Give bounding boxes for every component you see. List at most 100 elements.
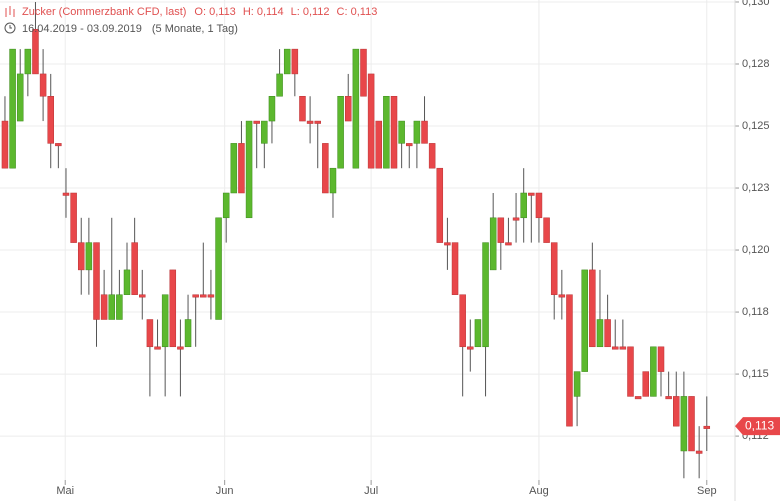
candle-body	[512, 217, 520, 221]
x-tick-label: Jul	[364, 485, 378, 497]
candle-body	[436, 167, 444, 243]
period: 16.04.2019 - 03.09.2019	[22, 23, 142, 35]
clock-icon	[4, 22, 16, 34]
candle-body	[161, 294, 169, 348]
candle-body	[673, 396, 680, 427]
x-tick-label: Aug	[529, 485, 549, 497]
candle-body	[627, 346, 634, 397]
candle-body	[695, 450, 703, 454]
candle-body	[497, 217, 505, 243]
candle-body	[154, 346, 161, 350]
candle-body	[451, 242, 459, 295]
candle-body	[77, 242, 85, 271]
candle-body	[398, 120, 405, 144]
candle-body	[482, 242, 489, 348]
candle-body	[474, 319, 482, 348]
candle-body	[413, 120, 421, 144]
y-tick-label: 0,130	[742, 0, 770, 8]
candle-body	[390, 95, 398, 169]
clock-hand	[9, 25, 12, 29]
y-tick-label: 0,125	[742, 120, 770, 132]
candle-body	[39, 73, 47, 97]
header-title: Zucker (Commerzbank CFD, last)	[22, 6, 186, 18]
candle-body	[291, 48, 299, 75]
candle-body	[467, 346, 474, 350]
candle-body	[520, 192, 527, 219]
candle-body	[100, 294, 108, 320]
candle-body	[421, 120, 428, 144]
candle-body	[406, 143, 413, 147]
candle-body	[383, 95, 390, 169]
candle-body	[360, 48, 367, 97]
candle-body	[444, 242, 451, 246]
candle-body	[505, 242, 512, 246]
candle-body	[367, 73, 375, 169]
candle-body	[32, 29, 39, 75]
candle-body	[299, 95, 306, 122]
candle-body	[9, 48, 16, 169]
candle-body	[139, 294, 146, 298]
candle-body	[222, 192, 230, 219]
candle-body	[665, 396, 672, 400]
y-tick-label: 0,128	[742, 58, 770, 70]
candle-body	[261, 120, 268, 144]
x-tick-label: Jun	[216, 485, 234, 497]
candle-body	[93, 242, 100, 320]
candle-body	[337, 95, 344, 169]
candle-body	[177, 346, 184, 350]
candle-body	[268, 95, 276, 122]
header-value: L: 0,112	[291, 6, 330, 18]
candle-body	[108, 294, 116, 320]
candle-body	[169, 269, 177, 348]
candle-body	[62, 192, 70, 196]
last-price-tag	[735, 417, 780, 436]
candle-body	[253, 120, 260, 124]
candle-body	[276, 73, 283, 97]
candle-body	[581, 269, 588, 372]
candle-body	[283, 48, 291, 75]
candle-body	[70, 192, 77, 243]
candle-body	[611, 346, 619, 350]
last-price-label: 0,113	[745, 418, 774, 432]
candle-body	[528, 192, 535, 196]
y-tick-label: 0,115	[742, 368, 769, 380]
candle-body	[375, 120, 383, 169]
candle-body	[200, 294, 207, 298]
candle-body	[123, 269, 131, 295]
candle-body	[352, 48, 360, 169]
candle-body	[596, 319, 604, 348]
candle-body	[116, 294, 123, 320]
candle-body	[146, 319, 154, 348]
candle-body	[543, 217, 550, 243]
x-tick-label: Mai	[56, 485, 74, 497]
candle-body	[688, 396, 695, 452]
header-value: H: 0,114	[243, 6, 284, 18]
candle-body	[184, 319, 192, 348]
candle-body	[1, 120, 9, 169]
candle-body	[550, 242, 558, 295]
candle-body	[680, 396, 688, 452]
header-value: C: 0,113	[337, 6, 378, 18]
y-tick-label: 0,120	[742, 244, 770, 256]
candle-body	[207, 294, 215, 298]
candle-body	[55, 143, 62, 147]
candle-body	[428, 143, 436, 169]
candle-body	[24, 48, 32, 75]
candle-body	[192, 294, 199, 298]
candle-body	[215, 217, 222, 320]
candle-body	[85, 242, 93, 271]
header-value: O: 0,113	[194, 6, 235, 18]
candle-body	[650, 346, 657, 397]
period-note: (5 Monate, 1 Tag)	[152, 23, 238, 35]
candle-body	[566, 294, 573, 427]
candle-body	[306, 120, 314, 124]
candle-body	[131, 242, 138, 295]
y-tick-label: 0,123	[742, 182, 770, 194]
candle-body	[642, 371, 649, 397]
candle-body	[230, 143, 238, 194]
candle-body	[558, 294, 566, 298]
candle-body	[16, 73, 24, 122]
candle-body	[329, 167, 337, 194]
candle-body	[245, 120, 253, 219]
